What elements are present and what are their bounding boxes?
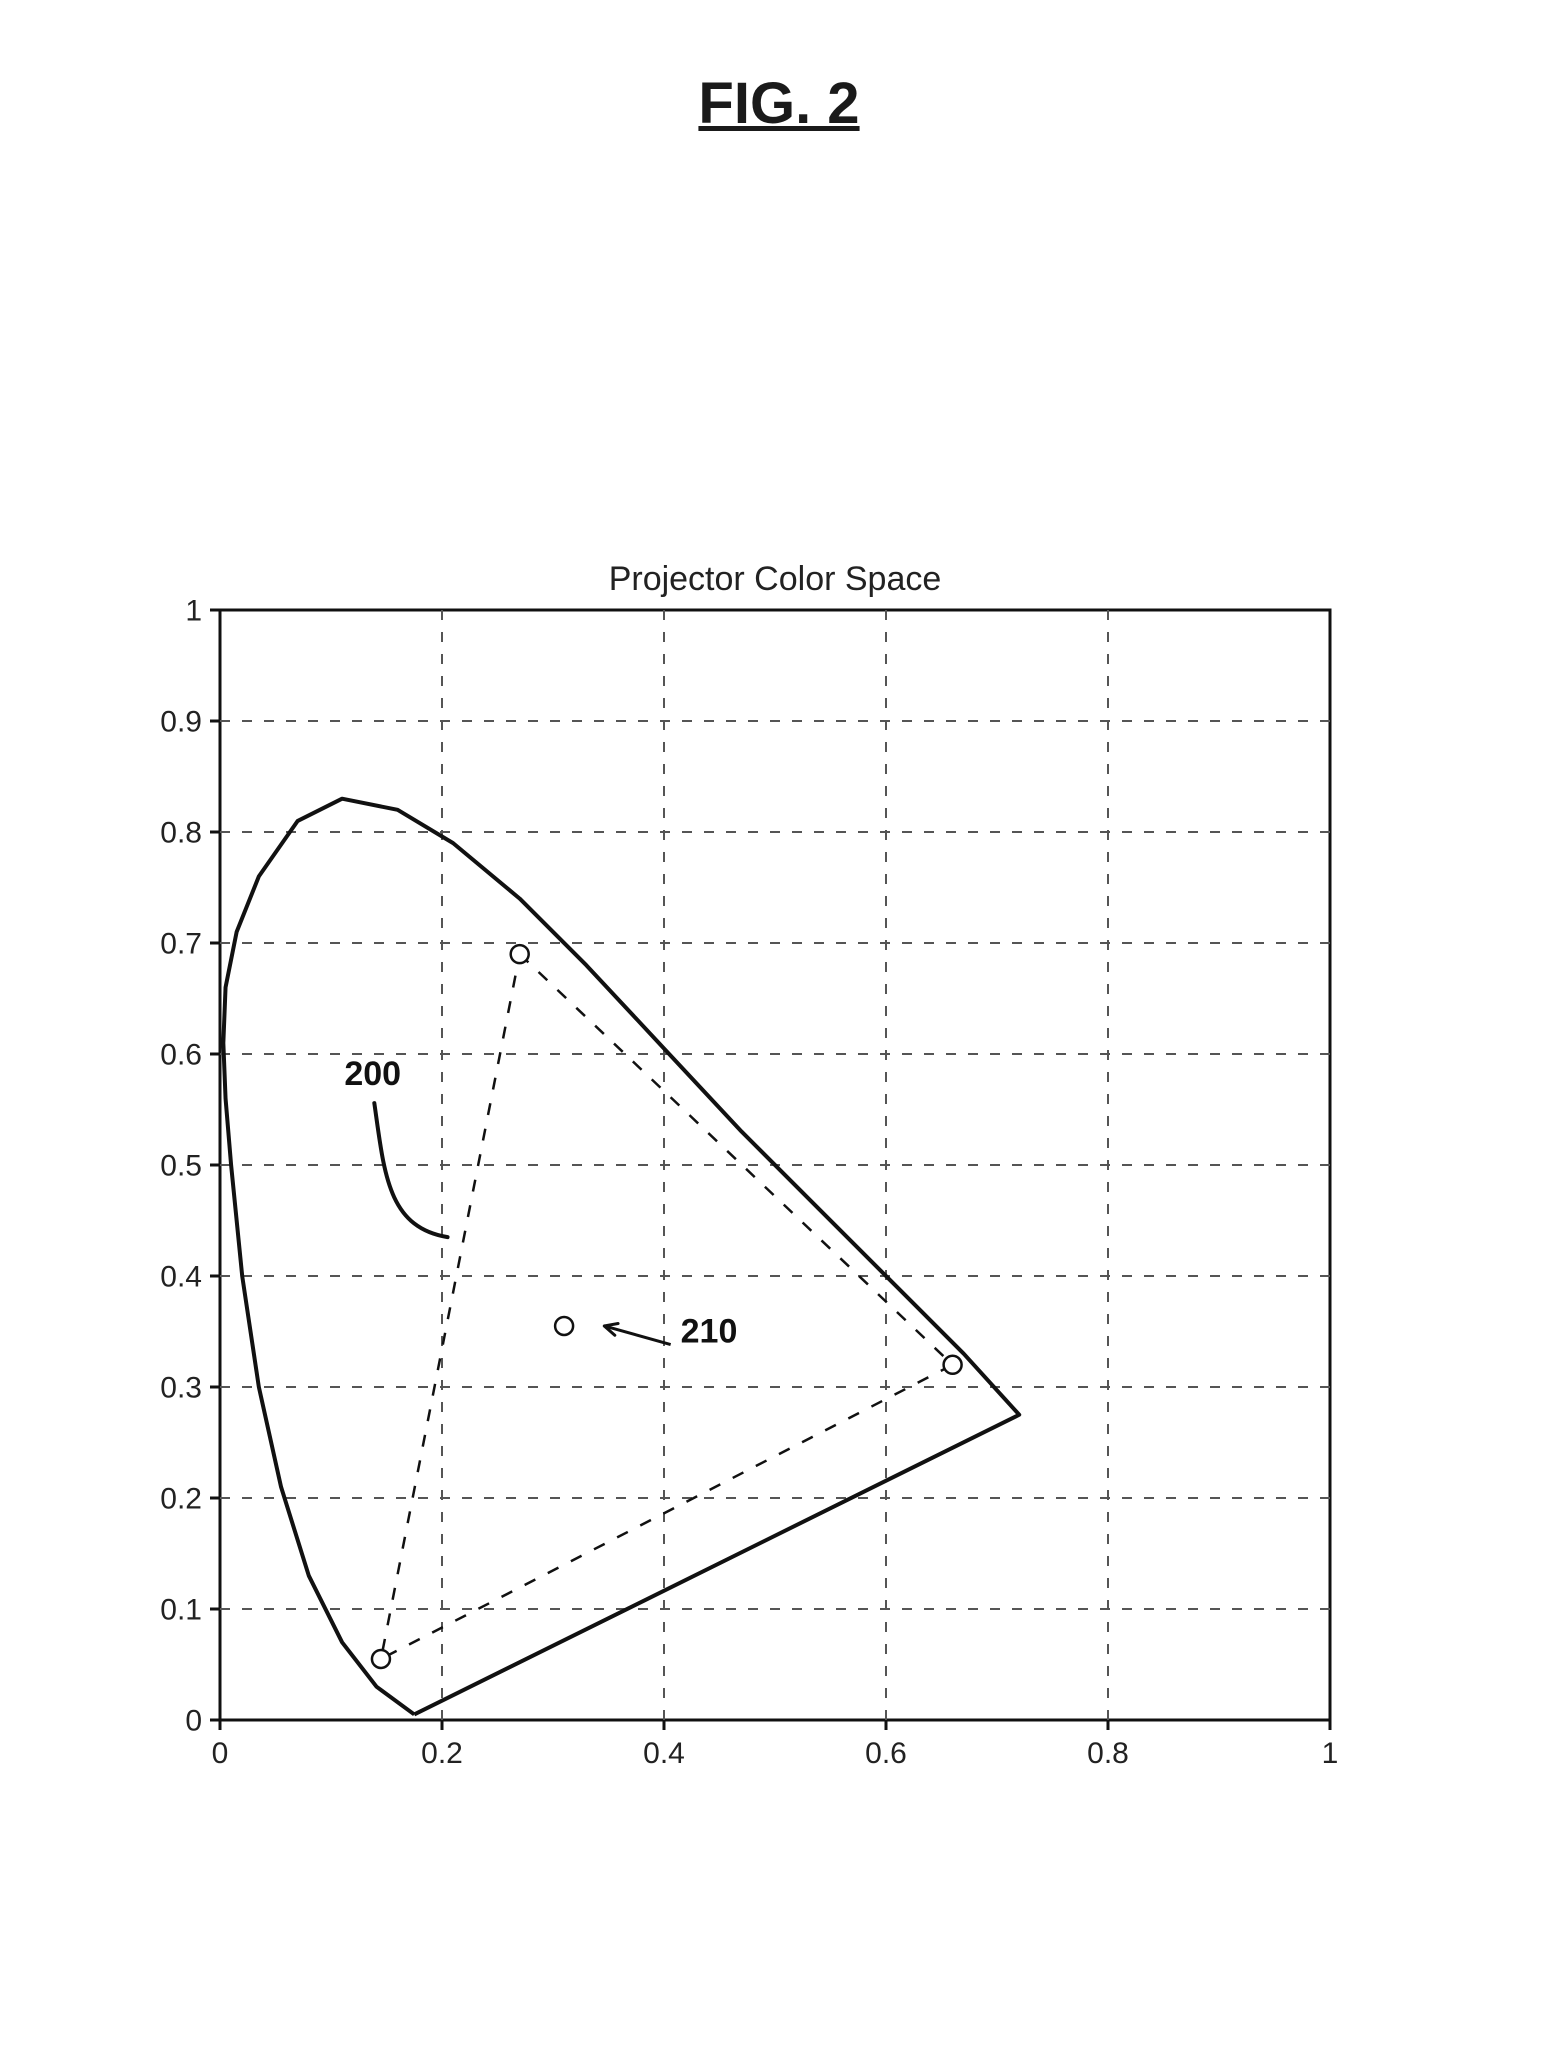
marker-circle [944,1356,962,1374]
ytick-label: 0.2 [160,1483,202,1516]
xtick-label: 0.8 [1087,1737,1129,1770]
ytick-label: 0.5 [160,1150,202,1183]
ytick-label: 0 [185,1705,202,1738]
chart-plot: 0 0.2 0.4 0.6 0.8 1 0 0.1 0.2 0.3 0.4 0.5 0.6 0.7 0.8 0… [100,550,1360,1800]
ytick-label: 0.8 [160,817,202,850]
ytick-label: 0.4 [160,1261,202,1294]
marker-circle [555,1317,573,1335]
ytick-label: 0.7 [160,928,202,961]
marker-circle [511,945,529,963]
xtick-label: 0.6 [865,1737,907,1770]
ytick-label: 1 [185,595,202,628]
xtick-label: 1 [1322,1737,1339,1770]
xtick-label: 0.2 [421,1737,463,1770]
ytick-label: 0.1 [160,1594,202,1627]
annotation-label: 200 [344,1055,401,1093]
xtick-label: 0 [212,1737,229,1770]
marker-circle [372,1650,390,1668]
chart-container: Projector Color Space 0 0.2 0.4 0.6 0.8 1 0 0.1… [100,550,1360,1800]
ytick-label: 0.9 [160,706,202,739]
figure-label: FIG. 2 [0,70,1558,137]
chart-title: Projector Color Space [220,560,1330,599]
ytick-label: 0.6 [160,1039,202,1072]
ytick-label: 0.3 [160,1372,202,1405]
xtick-label: 0.4 [643,1737,685,1770]
annotation-label: 210 [681,1313,738,1351]
